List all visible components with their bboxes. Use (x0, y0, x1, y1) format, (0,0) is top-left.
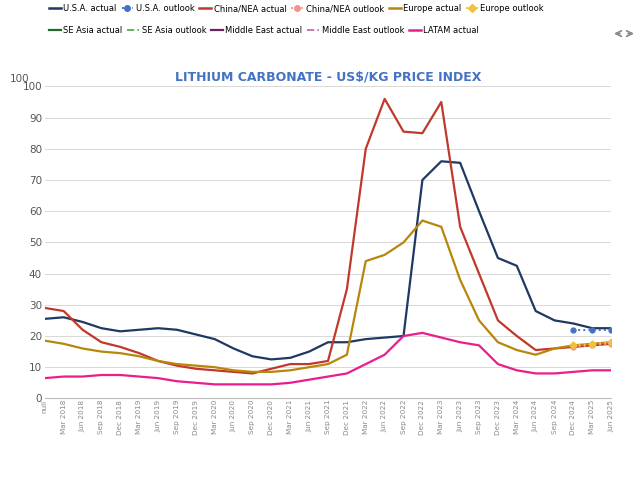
Text: 100: 100 (10, 74, 29, 84)
Text: LITHIUM CARBONATE - US$/KG PRICE INDEX: LITHIUM CARBONATE - US$/KG PRICE INDEX (175, 71, 481, 84)
Legend: SE Asia actual, SE Asia outlook, Middle East actual, Middle East outlook, LATAM : SE Asia actual, SE Asia outlook, Middle … (49, 26, 479, 35)
